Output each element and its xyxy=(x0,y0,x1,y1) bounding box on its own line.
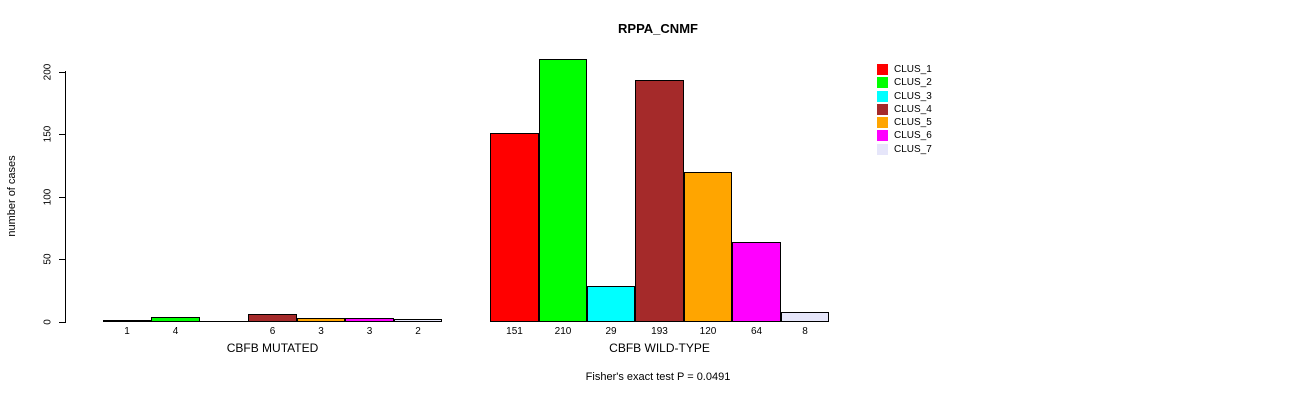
bar-value-label: 2 xyxy=(415,326,421,337)
y-axis-line xyxy=(65,71,66,323)
bar xyxy=(684,172,732,322)
y-axis-tick-label: 100 xyxy=(42,188,54,206)
bar xyxy=(490,133,539,322)
bar xyxy=(200,321,248,322)
legend-item: CLUS_5 xyxy=(877,117,932,129)
y-axis-tick-label: 50 xyxy=(42,253,54,265)
y-axis-tick xyxy=(59,197,65,198)
bar xyxy=(732,242,781,322)
legend-swatch xyxy=(877,77,888,89)
bar-value-label: 6 xyxy=(269,326,276,337)
y-axis-tick xyxy=(59,322,65,323)
y-axis-tick xyxy=(59,72,65,73)
bar-value-label: 29 xyxy=(605,326,617,337)
bar-value-label: 8 xyxy=(802,326,808,337)
legend-label: CLUS_6 xyxy=(894,130,932,142)
bar xyxy=(248,314,297,322)
bar-value-label: 120 xyxy=(699,326,717,337)
legend-label: CLUS_5 xyxy=(894,117,932,129)
bar-value-label: 151 xyxy=(506,326,523,337)
bar-value-label: 3 xyxy=(366,326,373,337)
legend-item: CLUS_1 xyxy=(877,64,932,75)
legend-item: CLUS_3 xyxy=(877,90,932,102)
bar xyxy=(635,80,684,322)
bar xyxy=(151,317,200,322)
bar-value-label: 1 xyxy=(124,326,130,337)
legend-label: CLUS_2 xyxy=(894,77,932,89)
y-axis-tick xyxy=(59,134,65,135)
y-axis-label: number of cases xyxy=(6,155,18,237)
legend-swatch xyxy=(877,90,888,102)
legend-swatch xyxy=(877,143,888,155)
legend-item: CLUS_7 xyxy=(877,143,932,155)
bar xyxy=(103,320,151,322)
legend: CLUS_1 CLUS_2 CLUS_3 CLUS_4 CLUS_5 CLUS_6 CLUS… xyxy=(877,64,932,157)
bar xyxy=(539,59,587,322)
bar-value-label: 3 xyxy=(318,326,324,337)
legend-item: CLUS_6 xyxy=(877,130,932,142)
legend-swatch xyxy=(877,64,888,75)
bar-value-label: 210 xyxy=(554,326,572,337)
legend-swatch xyxy=(877,130,888,142)
bar xyxy=(587,286,635,322)
bar-value-label: 193 xyxy=(651,326,668,337)
bar xyxy=(781,312,829,322)
legend-label: CLUS_3 xyxy=(894,90,932,102)
group-label-cbfb-wild-type: CBFB WILD-TYPE xyxy=(609,341,710,355)
legend-item: CLUS_4 xyxy=(877,103,932,115)
y-axis-tick-label: 0 xyxy=(42,319,54,325)
bar xyxy=(394,319,442,322)
y-axis-tick xyxy=(59,259,65,260)
group-label-cbfb-mutated: CBFB MUTATED xyxy=(226,341,319,355)
legend-swatch xyxy=(877,117,888,129)
legend-item: CLUS_2 xyxy=(877,77,932,89)
y-axis-tick-label: 200 xyxy=(42,63,54,81)
bar-value-label: 4 xyxy=(172,326,179,337)
legend-label: CLUS_7 xyxy=(894,143,932,155)
bar xyxy=(297,318,345,322)
bar xyxy=(345,318,394,322)
stat-annotation: Fisher's exact test P = 0.0491 xyxy=(585,371,731,383)
legend-label: CLUS_4 xyxy=(894,103,932,115)
chart-title: RPPA_CNMF xyxy=(618,21,698,36)
y-axis-tick-label: 150 xyxy=(42,125,54,143)
bar-value-label: 64 xyxy=(750,326,763,337)
legend-swatch xyxy=(877,103,888,115)
legend-label: CLUS_1 xyxy=(894,64,932,75)
